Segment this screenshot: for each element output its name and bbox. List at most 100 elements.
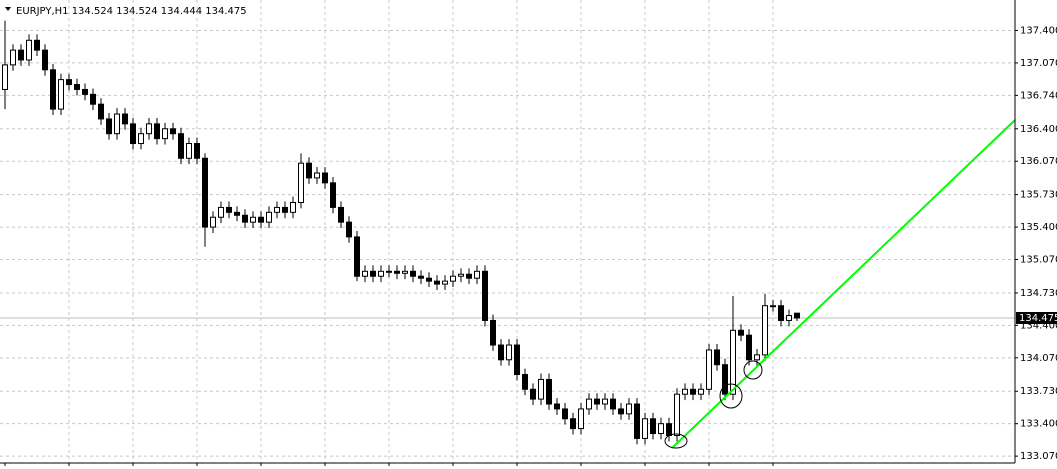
candle-body: [362, 270, 368, 277]
y-tick-label: 137.400: [1020, 25, 1057, 36]
candle-body: [538, 378, 544, 400]
candle-body: [418, 275, 424, 279]
candle-body: [722, 364, 728, 395]
candle-body: [714, 349, 720, 366]
candle-body: [154, 123, 160, 140]
candle-body: [186, 143, 192, 159]
candle-body: [242, 214, 248, 223]
candle-body: [162, 128, 168, 140]
candle-body: [546, 378, 552, 405]
candle-body: [266, 211, 272, 223]
candle-body: [386, 270, 392, 273]
candle-body: [586, 398, 592, 410]
candle-body: [762, 305, 768, 356]
candle-body: [394, 270, 400, 274]
candle-body: [2, 64, 8, 90]
chart-title: EURJPY,H1 134.524 134.524 134.444 134.47…: [16, 6, 247, 17]
candle-body: [90, 93, 96, 105]
candle-body: [354, 236, 360, 277]
candle-body: [698, 388, 704, 395]
candle-body: [50, 69, 56, 110]
candle-body: [562, 408, 568, 420]
candle-body: [778, 305, 784, 321]
candle-body: [370, 270, 376, 277]
candle-body: [618, 408, 624, 415]
candle-body: [610, 398, 616, 410]
candle-body: [682, 388, 688, 395]
candles: [2, 20, 800, 445]
y-tick-label: 137.070: [1020, 58, 1057, 69]
candle-body: [322, 172, 328, 184]
candle-body: [690, 388, 696, 395]
candle-body: [258, 216, 264, 223]
circle-annotation: [664, 433, 688, 449]
menu-arrow[interactable]: [5, 7, 11, 11]
candle-body: [474, 270, 480, 279]
last-price-label: 134.475: [1019, 313, 1057, 324]
candle-body: [658, 423, 664, 435]
candle-body: [346, 221, 352, 238]
candle-body: [306, 162, 312, 179]
circle-annotation: [743, 360, 763, 380]
candle-body: [58, 79, 64, 110]
candle-body: [130, 123, 136, 145]
candle-body: [274, 206, 280, 213]
candle-body: [794, 312, 800, 319]
candle-body: [746, 334, 752, 361]
last-price-box: [1016, 312, 1057, 325]
circle-annotation: [719, 383, 743, 409]
candle-body: [498, 344, 504, 361]
candle-body: [250, 216, 256, 223]
candle-body: [506, 344, 512, 361]
candle-body: [146, 123, 152, 135]
candle-body: [314, 172, 320, 179]
candle-body: [602, 398, 608, 405]
candle-body: [434, 280, 440, 285]
grid: [0, 0, 1015, 463]
candle-body: [730, 329, 736, 395]
y-tick-label: 135.070: [1020, 255, 1057, 266]
candle-body: [10, 49, 16, 66]
candle-body: [642, 418, 648, 439]
candle-body: [282, 206, 288, 213]
candle-body: [218, 206, 224, 218]
candle-body: [210, 216, 216, 228]
candle-body: [482, 270, 488, 321]
y-tick-label: 133.070: [1020, 451, 1057, 462]
candle-body: [378, 270, 384, 277]
trend-line: [671, 119, 1016, 449]
candle-body: [770, 305, 776, 308]
candle-body: [74, 84, 80, 90]
candle-body: [98, 103, 104, 120]
candle-body: [530, 388, 536, 400]
candle-body: [298, 162, 304, 204]
y-tick-label: 136.740: [1020, 90, 1057, 101]
candle-body: [426, 277, 432, 282]
candle-body: [178, 133, 184, 159]
candle-body: [706, 349, 712, 390]
candle-body: [554, 403, 560, 410]
candle-body: [442, 280, 448, 285]
candle-body: [666, 423, 672, 436]
candle-body: [650, 418, 656, 435]
candle-body: [626, 403, 632, 415]
candle-body: [290, 202, 296, 213]
candle-body: [466, 273, 472, 279]
candle-body: [42, 49, 48, 71]
candle-body: [786, 315, 792, 321]
y-tick-label: 135.730: [1020, 190, 1057, 201]
candle-body: [202, 157, 208, 228]
candle-body: [522, 374, 528, 390]
candle-body: [226, 206, 232, 213]
candle-body: [458, 273, 464, 277]
candle-body: [234, 211, 240, 216]
y-tick-label: 133.730: [1020, 386, 1057, 397]
candle-body: [338, 206, 344, 223]
candle-body: [634, 403, 640, 439]
candle-body: [66, 79, 72, 86]
y-tick-label: 133.400: [1020, 419, 1057, 430]
candle-body: [138, 133, 144, 145]
candle-body: [410, 270, 416, 277]
